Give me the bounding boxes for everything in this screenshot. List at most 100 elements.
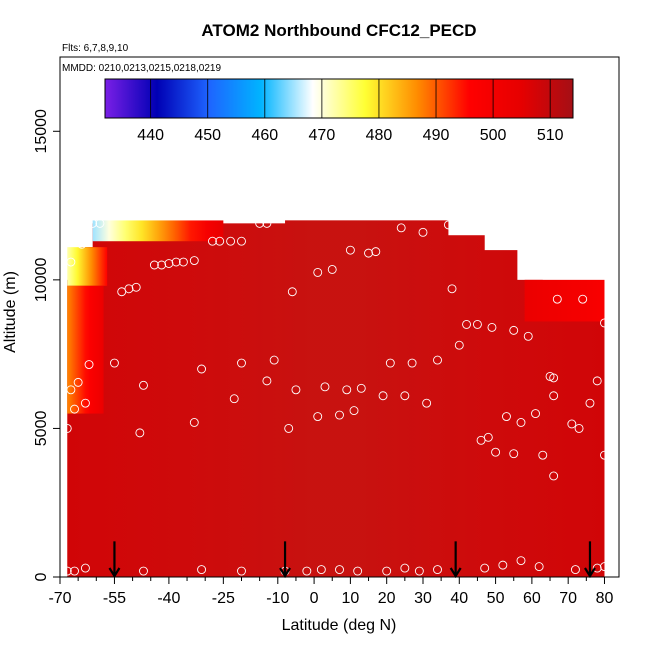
sample-point bbox=[287, 287, 297, 297]
x-tick-label: 80 bbox=[596, 590, 614, 607]
sample-point bbox=[509, 449, 519, 459]
flight-arrows bbox=[108, 541, 596, 579]
sample-point bbox=[229, 394, 239, 404]
sample-point bbox=[342, 385, 352, 395]
colorbar-tick-label: 470 bbox=[309, 127, 336, 144]
sample-point bbox=[385, 358, 395, 368]
y-axis-label: Altitude (m) bbox=[2, 271, 19, 353]
sample-point bbox=[88, 218, 98, 228]
sample-point bbox=[567, 419, 577, 429]
y-tick-label: 10000 bbox=[33, 258, 50, 303]
low-value-band bbox=[524, 279, 605, 322]
sample-point bbox=[215, 236, 225, 246]
sample-point bbox=[316, 565, 326, 575]
plot-frame bbox=[59, 56, 620, 578]
sample-point bbox=[164, 259, 174, 268]
heatmap-field bbox=[67, 220, 605, 577]
y-axis: 0 5000 10000 15000 bbox=[33, 109, 60, 581]
y-tick-label: 5000 bbox=[33, 411, 50, 447]
x-tick-label: 50 bbox=[487, 590, 505, 607]
x-tick-label: 40 bbox=[450, 590, 468, 607]
sample-point bbox=[600, 562, 609, 572]
x-tick-label: -55 bbox=[103, 590, 126, 607]
sample-point bbox=[531, 409, 540, 419]
x-tick-label: 60 bbox=[523, 590, 541, 607]
chart-title: ATOM2 Northbound CFC12_PECD bbox=[201, 21, 476, 40]
sample-point bbox=[570, 565, 580, 575]
sample-point bbox=[552, 294, 562, 304]
sample-point bbox=[371, 247, 381, 257]
sample-point bbox=[422, 398, 432, 408]
x-axis: -70 -55 -40 -25 -10 0 10 20 30 40 50 60 70 80 bbox=[48, 577, 613, 607]
sample-point bbox=[62, 566, 72, 576]
sample-point bbox=[66, 257, 76, 267]
colorbar-tick-label: 440 bbox=[137, 127, 164, 144]
sample-point bbox=[139, 566, 148, 576]
sample-point bbox=[356, 383, 366, 393]
sample-point bbox=[131, 282, 141, 292]
sample-point bbox=[66, 385, 76, 395]
sample-point bbox=[84, 360, 94, 369]
sample-point bbox=[95, 218, 105, 228]
sample-point bbox=[313, 267, 323, 277]
sample-point bbox=[600, 450, 609, 460]
y-tick-label: 15000 bbox=[33, 109, 50, 154]
sample-point bbox=[178, 257, 188, 267]
sample-point bbox=[585, 398, 595, 408]
sample-point bbox=[73, 377, 83, 387]
sample-point bbox=[208, 236, 217, 246]
x-tick-label: -40 bbox=[157, 590, 180, 607]
sample-point bbox=[291, 385, 301, 395]
low-value-band bbox=[67, 247, 108, 286]
sample-point bbox=[353, 566, 363, 576]
sample-point bbox=[600, 318, 609, 328]
sample-point bbox=[109, 358, 119, 368]
sample-point bbox=[237, 358, 246, 368]
sample-point bbox=[578, 294, 588, 304]
sample-point bbox=[237, 236, 246, 246]
sample-point bbox=[378, 391, 388, 401]
sample-point bbox=[327, 265, 337, 274]
sample-point bbox=[345, 245, 355, 255]
sample-point bbox=[313, 412, 323, 421]
x-tick-label: 20 bbox=[378, 590, 396, 607]
x-tick-label: -70 bbox=[48, 590, 71, 607]
sample-point bbox=[335, 565, 344, 575]
sample-point bbox=[400, 563, 410, 573]
sample-point bbox=[483, 432, 493, 442]
colorbar-tick-label: 490 bbox=[423, 127, 450, 144]
sample-point bbox=[574, 423, 584, 433]
sample-point bbox=[284, 423, 294, 433]
sample-point bbox=[320, 382, 330, 392]
sample-point bbox=[382, 566, 392, 576]
sample-point bbox=[487, 322, 497, 332]
sample-point bbox=[523, 331, 533, 341]
flights-note: Flts: 6,7,8,9,10 bbox=[62, 43, 129, 54]
sample-point bbox=[189, 418, 199, 427]
x-tick-label: -25 bbox=[212, 590, 235, 607]
sample-point bbox=[80, 398, 90, 408]
sample-point bbox=[509, 325, 519, 335]
colorbar: 440 450 460 470 480 490 500 510 bbox=[104, 78, 574, 144]
y-tick-label: 0 bbox=[33, 572, 50, 581]
sample-point bbox=[433, 565, 442, 575]
sample-point bbox=[414, 566, 424, 576]
sample-point bbox=[418, 227, 428, 237]
sample-point bbox=[335, 410, 344, 420]
sample-point bbox=[157, 260, 167, 270]
sample-point bbox=[62, 423, 72, 433]
sample-points bbox=[62, 218, 609, 576]
flight-arrow bbox=[279, 541, 291, 579]
sample-point bbox=[197, 565, 207, 575]
field-shading bbox=[67, 220, 605, 577]
sample-point bbox=[197, 364, 207, 374]
sample-point bbox=[538, 450, 548, 460]
sample-point bbox=[491, 447, 501, 457]
sample-point bbox=[396, 223, 406, 233]
low-value-band bbox=[92, 220, 224, 242]
x-tick-label: 0 bbox=[310, 590, 319, 607]
sample-point bbox=[70, 566, 79, 576]
sample-point bbox=[592, 563, 602, 573]
sample-point bbox=[364, 248, 373, 258]
sample-point bbox=[149, 260, 159, 270]
